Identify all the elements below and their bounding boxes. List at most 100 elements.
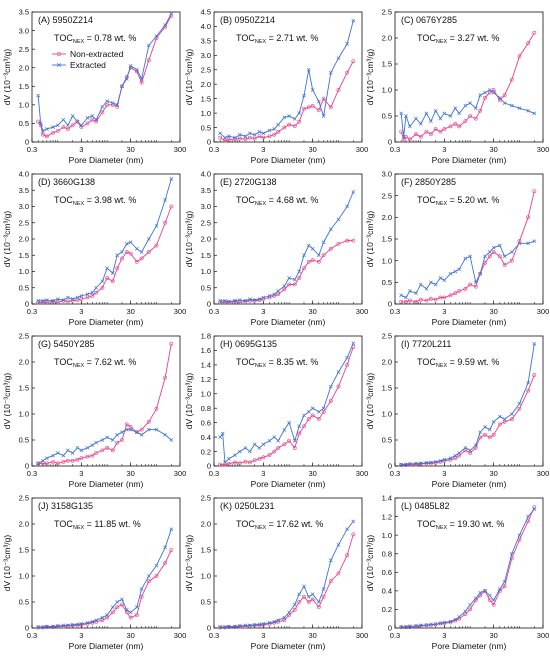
data-point bbox=[41, 298, 45, 303]
data-point bbox=[509, 551, 514, 556]
x-axis-label: Pore Diameter (nm) bbox=[69, 479, 144, 489]
data-point bbox=[115, 432, 120, 437]
y-axis-label: dV (10⁻³cm³/g) bbox=[2, 373, 12, 430]
data-point bbox=[257, 298, 262, 303]
y-tick-label: 3.0 bbox=[201, 202, 211, 211]
data-point bbox=[321, 96, 326, 101]
x-tick-label: 300 bbox=[537, 631, 550, 640]
data-point bbox=[287, 438, 292, 443]
plot-frame bbox=[213, 335, 363, 467]
y-tick-label: 1.5 bbox=[382, 235, 392, 244]
data-point bbox=[233, 453, 237, 458]
panel: 0 0.5 1.0 1.5 2.0 2.5 3.0 3.5 4.0 0.3 3 30 300 (D) 36… bbox=[2, 170, 186, 327]
data-point bbox=[146, 427, 151, 432]
data-point bbox=[237, 132, 242, 137]
data-point bbox=[282, 115, 287, 120]
data-point bbox=[328, 227, 333, 232]
y-tick-label: 0 bbox=[25, 138, 29, 147]
data-point bbox=[169, 341, 174, 346]
data-point bbox=[79, 621, 84, 626]
data-point bbox=[433, 108, 438, 113]
data-point bbox=[292, 117, 297, 121]
data-point bbox=[100, 448, 105, 453]
y-tick-label: 0 bbox=[207, 300, 211, 309]
series-line bbox=[220, 240, 354, 303]
data-point bbox=[105, 615, 110, 620]
data-point bbox=[287, 613, 292, 617]
y-tick-label: 3.0 bbox=[19, 26, 29, 35]
data-point bbox=[328, 105, 333, 110]
panel: 0 0.5 1.0 1.5 2.0 2.5 3.0 0.3 3 30 300 (F) 2850Y285… bbox=[365, 170, 549, 327]
x-tick-label: 30 bbox=[489, 307, 497, 316]
x-tick-label: 3 bbox=[261, 145, 265, 154]
data-point bbox=[517, 241, 522, 246]
data-point bbox=[55, 123, 60, 128]
data-point bbox=[453, 617, 458, 622]
x-tick-label: 3 bbox=[442, 307, 446, 316]
data-point bbox=[526, 380, 530, 385]
data-point bbox=[336, 217, 341, 222]
data-point bbox=[61, 624, 66, 629]
data-point bbox=[94, 290, 99, 295]
y-tick-label: 1.2 bbox=[201, 375, 211, 384]
data-point bbox=[399, 463, 404, 467]
x-tick-label: 0.3 bbox=[27, 307, 37, 316]
data-point bbox=[463, 445, 468, 450]
data-point bbox=[328, 399, 333, 403]
data-point bbox=[345, 553, 350, 558]
series-line bbox=[220, 521, 354, 628]
data-point bbox=[120, 84, 124, 89]
data-point bbox=[66, 623, 70, 628]
data-point bbox=[424, 623, 429, 628]
data-point bbox=[237, 298, 242, 302]
data-point bbox=[399, 462, 404, 467]
data-point bbox=[517, 106, 522, 111]
data-point bbox=[302, 93, 306, 98]
data-point bbox=[292, 438, 297, 443]
data-point bbox=[75, 298, 80, 303]
data-point bbox=[345, 527, 349, 532]
plot-frame bbox=[213, 497, 363, 629]
toc-annotation: TOCNEX = 5.20 wt. % bbox=[417, 195, 499, 207]
data-point bbox=[424, 298, 429, 303]
data-point bbox=[154, 406, 159, 411]
data-point bbox=[124, 610, 129, 615]
data-point bbox=[429, 460, 433, 465]
data-point bbox=[442, 111, 447, 116]
data-point bbox=[223, 298, 227, 303]
y-axis-label: dV (10⁻³cm³/g) bbox=[365, 49, 375, 106]
data-point bbox=[110, 279, 115, 284]
data-point bbox=[438, 458, 443, 463]
data-point bbox=[448, 619, 453, 624]
data-point bbox=[526, 514, 530, 519]
data-point bbox=[526, 519, 531, 524]
data-point bbox=[227, 299, 231, 304]
data-point bbox=[154, 224, 159, 228]
data-point bbox=[351, 532, 356, 537]
data-point bbox=[267, 128, 272, 133]
data-point bbox=[128, 251, 133, 256]
y-tick-label: 2.5 bbox=[19, 332, 29, 341]
plot-frame bbox=[213, 173, 363, 305]
data-point bbox=[261, 621, 266, 626]
data-point bbox=[257, 456, 262, 461]
data-point bbox=[55, 624, 60, 628]
x-tick-label: 0.3 bbox=[390, 307, 400, 316]
data-point bbox=[128, 610, 133, 615]
data-point bbox=[223, 625, 227, 630]
data-point bbox=[79, 456, 84, 461]
data-point bbox=[70, 458, 75, 463]
y-axis-label: dV (10⁻³cm³/g) bbox=[365, 211, 375, 268]
y-tick-label: 1.4 bbox=[382, 494, 392, 503]
data-point bbox=[51, 130, 55, 135]
data-point bbox=[292, 282, 297, 287]
data-point bbox=[100, 285, 105, 290]
data-point bbox=[502, 417, 507, 422]
data-point bbox=[287, 610, 291, 615]
data-point bbox=[302, 584, 306, 589]
x-tick-label: 3 bbox=[442, 469, 446, 478]
data-point bbox=[272, 620, 277, 625]
x-tick-label: 30 bbox=[489, 145, 497, 154]
y-tick-label: 1.5 bbox=[19, 251, 29, 260]
data-point bbox=[509, 417, 514, 422]
